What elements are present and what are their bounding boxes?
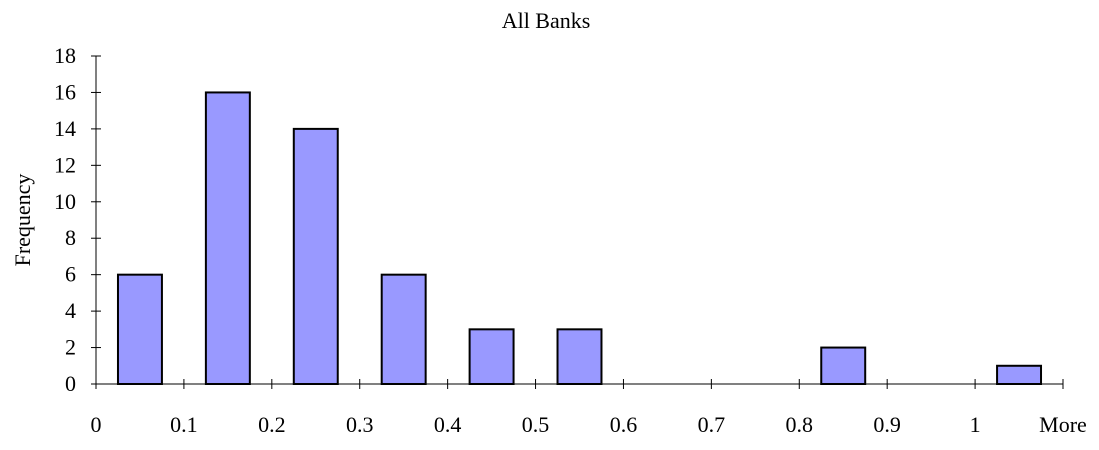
x-tick-label: 0.8 [786,412,814,437]
y-tick-label: 18 [54,43,76,68]
y-tick-label: 6 [65,262,76,287]
bar [204,91,251,385]
y-axis: 0 2 4 6 8 10 12 14 16 18 [54,43,101,396]
x-axis: 0 0.1 0.2 0.3 0.4 0.5 0.6 0.7 0.8 0.9 1 More [91,379,1087,437]
x-tick-label: More [1039,412,1087,437]
bar [820,346,867,385]
bars-group [116,91,1043,386]
x-tick-label: 0.6 [610,412,638,437]
y-tick-label: 8 [65,225,76,250]
bar [996,364,1043,385]
y-tick-label: 10 [54,189,76,214]
y-tick-label: 12 [54,152,76,177]
y-axis-label: Frequency [10,174,35,267]
y-tick-label: 16 [54,79,76,104]
x-tick-label: 0.9 [873,412,901,437]
y-tick-label: 4 [65,298,76,323]
bar [292,127,339,385]
bar [556,328,603,386]
x-tick-label: 0.3 [346,412,374,437]
bar [116,273,163,385]
x-tick-label: 0.7 [698,412,726,437]
y-tick-label: 0 [65,371,76,396]
x-tick-label: 0.2 [258,412,286,437]
bar [468,328,515,386]
y-tick-label: 2 [65,335,76,360]
x-tick-label: 0.4 [434,412,462,437]
bar [380,273,427,385]
x-tick-label: 0 [91,412,102,437]
x-tick-label: 1 [970,412,981,437]
y-tick-label: 14 [54,116,76,141]
chart-title: All Banks [502,8,591,33]
x-tick-label: 0.1 [170,412,198,437]
x-tick-label: 0.5 [522,412,550,437]
